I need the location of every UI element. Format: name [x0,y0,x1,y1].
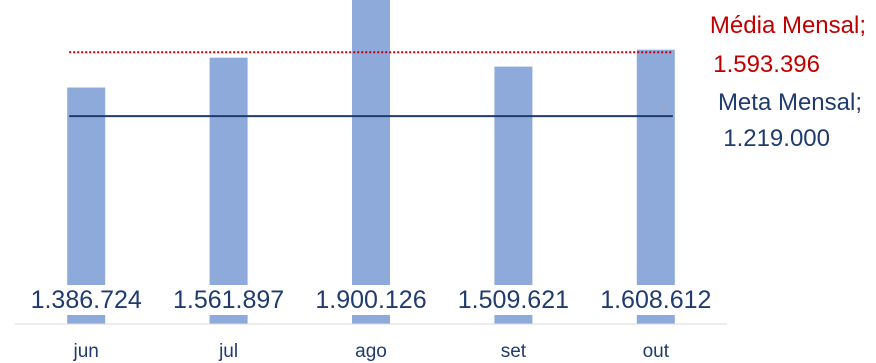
value-label-set: 1.509.621 [458,286,569,314]
category-label-ago: ago [355,341,387,362]
category-label-out: out [643,341,670,362]
bar-out [636,49,675,324]
value-label-out: 1.608.612 [600,286,711,314]
meta-annotation-leader [659,105,669,114]
value-label-jul: 1.561.897 [173,286,284,314]
bar-ago [352,0,390,324]
value-label-jun: 1.386.724 [31,286,142,314]
media-annotation-name: Média Mensal; [710,12,866,39]
bars-group [67,0,675,324]
category-label-set: set [501,341,527,362]
category-label-jun: jun [73,341,99,362]
value-label-background [18,285,155,315]
category-label-jul: jul [218,341,238,362]
value-labels-group: 1.386.724 1.561.897 1.900.126 1.509.621 1.60… [18,285,724,315]
value-label-background [445,285,582,315]
value-label-ago: 1.900.126 [315,286,426,314]
bar-set [494,66,533,324]
bar-jul [209,57,248,324]
meta-annotation-name: Meta Mensal; [718,89,862,116]
bar-jun [67,87,106,324]
value-label-background [160,285,297,315]
value-label-background [303,285,439,315]
category-labels-group: jun jul ago set out [73,341,670,362]
value-label-background [587,285,724,315]
meta-annotation-value: 1.219.000 [723,125,830,152]
media-annotation-value: 1.593.396 [713,51,820,78]
reference-lines-group [69,51,673,118]
